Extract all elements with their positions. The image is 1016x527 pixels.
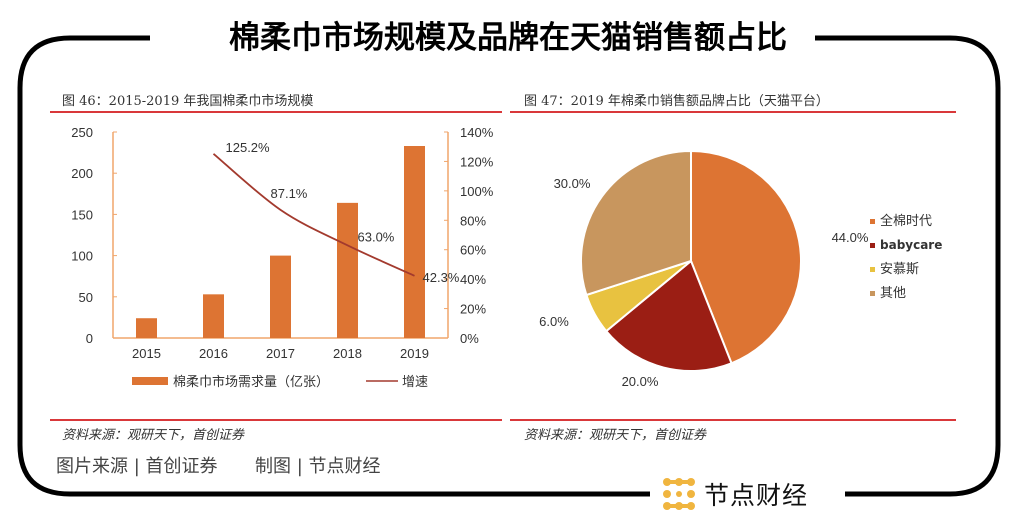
pie-data-label: 6.0% (539, 314, 569, 329)
pie-slice-3 (580, 149, 692, 297)
bar-chart-title: 图 46：2015-2019 年我国棉柔巾市场规模 (62, 94, 314, 109)
y2-tick-label: 40% (460, 272, 486, 287)
bar-2017 (270, 255, 291, 338)
image-credit: 图片来源 | 首创证券 制图 | 节点财经 (56, 452, 381, 478)
bar-2018 (337, 202, 358, 338)
bar-2019 (404, 146, 425, 338)
source-rule-left (50, 419, 502, 421)
legend-swatch-0 (870, 219, 875, 224)
x-tick-label: 2017 (266, 346, 295, 361)
pie-slice-1 (604, 259, 733, 372)
title-rule-right (510, 111, 956, 113)
credit-source: 图片来源 | 首创证券 (56, 456, 218, 477)
growth-data-label: 87.1% (271, 186, 308, 201)
bar-2015 (136, 318, 157, 338)
main-title: 棉柔巾市场规模及品牌在天猫销售额占比 (0, 12, 1016, 57)
legend-label-line: 增速 (402, 375, 428, 390)
legend-swatch-bar (132, 377, 168, 385)
source-note-left: 资料来源：观研天下，首创证券 (62, 428, 245, 443)
x-tick-label: 2016 (199, 346, 228, 361)
legend-swatch-1 (870, 243, 875, 248)
bar-2016 (203, 294, 224, 338)
growth-data-label: 63.0% (358, 229, 395, 244)
pie-data-label: 30.0% (554, 176, 591, 191)
y-tick-label: 50 (79, 290, 93, 305)
legend-label-3: 其他 (880, 286, 906, 301)
dot-grid-logo-icon (663, 478, 695, 510)
brand-logo: 节点财经 (656, 474, 823, 514)
growth-data-label: 125.2% (226, 140, 271, 155)
title-rule-left (50, 111, 502, 113)
pie-chart: 44.0% 全棉时代 20.0% babycare 6.0% 安慕斯 30.0% 其他 (539, 149, 942, 389)
y2-tick-label: 80% (460, 213, 486, 228)
credit-maker: 制图 | 节点财经 (254, 456, 381, 477)
source-rule-right (510, 419, 956, 421)
legend-label-bar: 棉柔巾市场需求量（亿张） (173, 374, 329, 390)
legend-swatch-3 (870, 291, 875, 296)
y-tick-label: 250 (71, 125, 93, 140)
x-tick-label: 2019 (400, 346, 429, 361)
y-tick-label: 200 (71, 166, 93, 181)
pie-data-label: 20.0% (622, 374, 659, 389)
y2-tick-label: 100% (460, 184, 494, 199)
legend-label-0: 全棉时代 (880, 213, 932, 229)
x-tick-label: 2018 (333, 346, 362, 361)
source-note-right: 资料来源：观研天下，首创证券 (524, 428, 707, 443)
y2-tick-label: 60% (460, 243, 486, 258)
y2-tick-label: 140% (460, 125, 494, 140)
growth-data-label: 42.3% (423, 270, 460, 285)
pie-chart-title: 图 47：2019 年棉柔巾销售额品牌占比（天猫平台） (524, 94, 829, 109)
y2-tick-label: 0% (460, 331, 479, 346)
y-tick-label: 150 (71, 207, 93, 222)
x-tick-label: 2015 (132, 346, 161, 361)
logo-text: 节点财经 (704, 481, 809, 510)
bar-line-chart: 0 50 100 150 200 250 0% 20% 40% 60% 80% 100% 120% 140… (71, 125, 494, 390)
pie-data-label: 44.0% (832, 230, 869, 245)
y-tick-label: 100 (71, 249, 93, 264)
y-tick-label: 0 (86, 331, 93, 346)
y2-tick-label: 20% (460, 302, 486, 317)
legend-label-1: babycare (880, 238, 942, 252)
pie-slice-0 (690, 149, 802, 365)
legend-label-2: 安慕斯 (880, 262, 919, 277)
legend-swatch-2 (870, 267, 875, 272)
y2-tick-label: 120% (460, 154, 494, 169)
growth-line (212, 153, 415, 277)
